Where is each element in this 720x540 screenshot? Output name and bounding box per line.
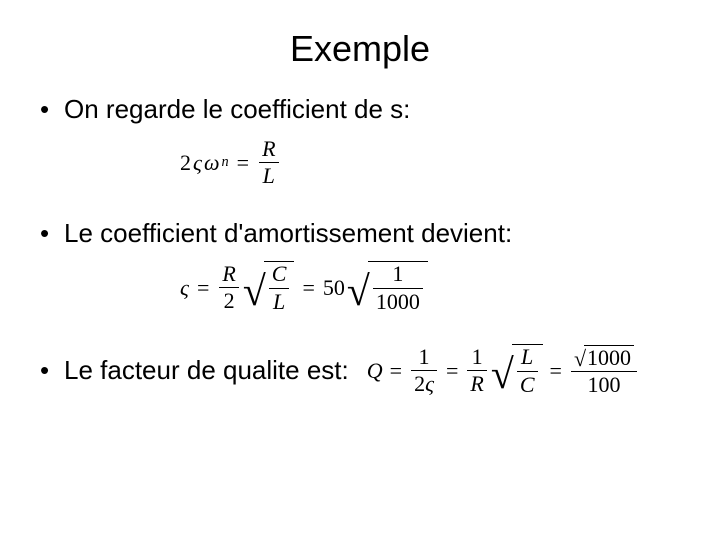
- eq2-sqrt-1-1000: √ 1 1000: [347, 261, 428, 313]
- eq1-omega: ω: [204, 150, 220, 176]
- eq3-eq1: =: [390, 358, 402, 384]
- eq3-L: L: [518, 345, 536, 369]
- eq1-num-R: R: [259, 137, 278, 161]
- eq3-eq3: =: [550, 358, 562, 384]
- eq1-sub-n: n: [221, 154, 228, 171]
- eq2-equals-2: =: [302, 275, 314, 301]
- eq2-R: R: [219, 262, 238, 286]
- bullet-item-1: On regarde le coefficient de s:: [40, 94, 680, 125]
- bullet-item-3: Le facteur de qualite est:: [40, 355, 349, 386]
- bullet-list: On regarde le coefficient de s:: [40, 94, 680, 125]
- eq2-thousand: 1000: [373, 290, 423, 314]
- eq1-two: 2: [180, 150, 191, 176]
- eq3-one-a: 1: [416, 345, 433, 369]
- eq3-frac-1-2z: 1 2ς: [411, 345, 437, 396]
- eq2-fifty: 50: [323, 275, 345, 301]
- eq3-zeta: ς: [425, 371, 434, 396]
- eq2-frac-R2: R 2: [219, 262, 238, 313]
- eq3-frac-final: √ 1000 100: [571, 344, 637, 398]
- eq1-den-L: L: [260, 164, 278, 188]
- eq3-hundred: 100: [584, 373, 623, 397]
- bullet-item-2: Le coefficient d'amortissement devient:: [40, 218, 680, 249]
- eq3-one-b: 1: [469, 345, 486, 369]
- eq2-2: 2: [221, 289, 238, 313]
- slide: Exemple On regarde le coefficient de s: …: [0, 0, 720, 540]
- bullet-list-2: Le coefficient d'amortissement devient:: [40, 218, 680, 249]
- equation-3: Q = 1 2ς = 1 R √ L C: [367, 344, 639, 398]
- eq2-L: L: [270, 290, 288, 314]
- eq1-zeta: ς: [193, 150, 202, 176]
- eq3-R: R: [467, 372, 486, 396]
- bullet-row-3: Le facteur de qualite est: Q = 1 2ς = 1 …: [40, 344, 680, 398]
- eq3-eq2: =: [446, 358, 458, 384]
- eq2-zeta: ς: [180, 275, 189, 301]
- eq3-sqrt-LC: √ L C: [491, 344, 543, 396]
- eq2-one: 1: [389, 262, 406, 286]
- eq2-equals-1: =: [197, 275, 209, 301]
- eq1-equals: =: [237, 150, 249, 176]
- eq1-fraction: R L: [259, 137, 278, 188]
- eq2-C: C: [269, 262, 290, 286]
- eq3-C: C: [517, 373, 538, 397]
- eq3-thousand: 1000: [584, 345, 634, 370]
- eq3-Q: Q: [367, 358, 383, 384]
- eq2-sqrt-CL: √ C L: [243, 261, 295, 313]
- eq3-sqrt-1000: √ 1000: [574, 345, 634, 370]
- eq3-frac-1-R: 1 R: [467, 345, 486, 396]
- eq3-two: 2: [414, 371, 425, 396]
- slide-title: Exemple: [40, 28, 680, 70]
- equation-1: 2 ς ωn = R L: [180, 137, 680, 188]
- equation-2: ς = R 2 √ C L = 50 √: [180, 261, 680, 313]
